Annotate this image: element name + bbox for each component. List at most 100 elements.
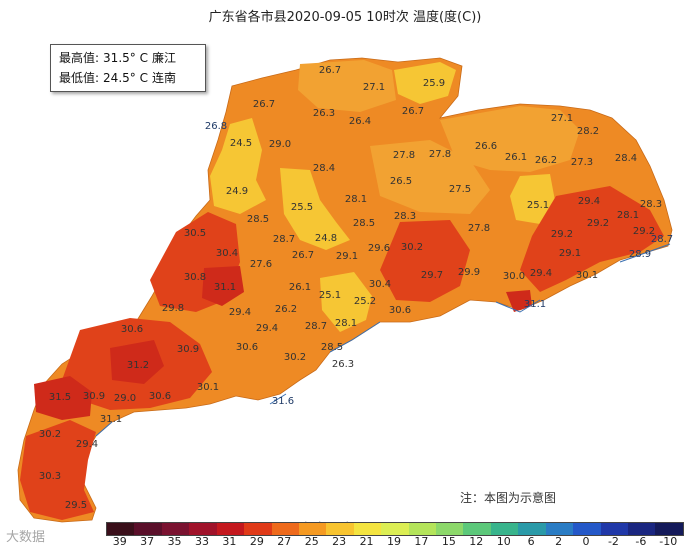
station-value: 28.9 [629, 249, 651, 260]
min-row: 最低值: 24.5° C 连南 [59, 68, 197, 88]
station-value: 26.4 [349, 116, 371, 127]
station-value: 30.9 [83, 391, 105, 402]
station-value: 28.3 [394, 211, 416, 222]
legend-swatch [600, 523, 629, 535]
station-value: 28.7 [273, 234, 295, 245]
station-value: 24.9 [226, 186, 248, 197]
station-value: 28.4 [615, 153, 637, 164]
region-hot-leizhou [20, 420, 96, 520]
station-value: 28.2 [577, 126, 599, 137]
legend-label: 15 [441, 535, 456, 548]
legend-label: 29 [249, 535, 264, 548]
legend-swatch [545, 523, 574, 535]
min-value: 24.5° C [103, 71, 148, 85]
station-value: 28.7 [305, 321, 327, 332]
station-value: 29.0 [114, 393, 136, 404]
station-value: 28.4 [313, 163, 335, 174]
legend-label: -6 [635, 535, 647, 548]
station-value: 28.1 [345, 194, 367, 205]
station-value: 29.5 [65, 500, 87, 511]
legend-label: 2 [555, 535, 563, 548]
station-value: 29.6 [368, 243, 390, 254]
station-value: 31.1 [100, 414, 122, 425]
legend-swatch [518, 523, 546, 535]
station-value: 30.0 [503, 271, 525, 282]
legend-swatch [244, 523, 272, 535]
legend-swatch [298, 523, 327, 535]
extreme-values-box: 最高值: 31.5° C 廉江 最低值: 24.5° C 连南 [50, 44, 206, 92]
region-hottest-center [202, 266, 244, 306]
station-value: 25.2 [354, 296, 376, 307]
station-value: 30.1 [197, 382, 219, 393]
station-value: 28.7 [651, 234, 673, 245]
station-value: 29.1 [559, 248, 581, 259]
region-mild-east [510, 174, 556, 224]
legend-label: -2 [607, 535, 619, 548]
legend-swatch [408, 523, 437, 535]
station-value: 27.8 [429, 149, 451, 160]
map-title: 广东省各市县2020-09-05 10时次 温度(度(C)) [208, 10, 482, 25]
station-value: 26.1 [505, 152, 527, 163]
station-value: 27.6 [250, 259, 272, 270]
station-value: 26.7 [402, 106, 424, 117]
region-mild-northwest [210, 118, 266, 214]
legend-label: 35 [167, 535, 182, 548]
legend-swatch [107, 523, 135, 535]
station-value: 26.7 [319, 65, 341, 76]
legend-label: 23 [332, 535, 347, 548]
station-value: 29.2 [551, 229, 573, 240]
station-value: 26.8 [205, 121, 227, 132]
station-value: 30.8 [184, 272, 206, 283]
station-value: 30.2 [401, 242, 423, 253]
station-value: 29.7 [421, 270, 443, 281]
station-value: 30.3 [39, 471, 61, 482]
region-mild-south [320, 272, 372, 332]
legend-swatch [216, 523, 245, 535]
legend-label: 33 [195, 535, 209, 548]
legend-label: 0 [582, 535, 590, 548]
legend-swatch [628, 523, 656, 535]
station-value: 29.8 [162, 303, 184, 314]
station-value: 28.5 [321, 342, 343, 353]
station-value: 30.4 [216, 248, 238, 259]
station-value: 29.9 [458, 267, 480, 278]
max-label: 最高值: [59, 51, 100, 65]
station-value: 29.1 [336, 251, 358, 262]
station-value: 27.8 [468, 223, 490, 234]
station-value: 29.4 [530, 268, 552, 279]
legend-label: 6 [527, 535, 535, 548]
station-value: 26.7 [253, 99, 275, 110]
legend-swatch [463, 523, 491, 535]
max-row: 最高值: 31.5° C 廉江 [59, 48, 197, 68]
legend-label: 10 [496, 535, 511, 548]
station-value: 25.1 [527, 200, 549, 211]
max-value: 31.5° C [103, 51, 148, 65]
coastline [95, 243, 671, 437]
station-value: 31.6 [272, 396, 294, 407]
map-note: 注：本图为示意图 [460, 491, 557, 505]
station-value: 24.5 [230, 138, 252, 149]
region-hot-east [520, 186, 664, 292]
station-value: 30.2 [39, 429, 61, 440]
legend-label: 19 [387, 535, 401, 548]
station-value: 27.1 [551, 113, 573, 124]
legend-label: 21 [359, 535, 374, 548]
legend-label: 37 [140, 535, 155, 548]
station-value: 26.6 [475, 141, 497, 152]
legend-label: 39 [112, 535, 127, 548]
legend-swatch [134, 523, 162, 535]
region-warm-center [370, 140, 490, 214]
station-value: 29.2 [587, 218, 609, 229]
region-mild-central [280, 168, 350, 250]
station-value: 31.1 [214, 282, 236, 293]
legend-swatch [161, 523, 190, 535]
legend-label: -10 [659, 535, 678, 548]
legend-swatch [490, 523, 519, 535]
station-value: 26.1 [289, 282, 311, 293]
station-value: 30.6 [121, 324, 143, 335]
station-value: 29.0 [269, 139, 291, 150]
legend-label: 27 [277, 535, 292, 548]
min-label: 最低值: [59, 71, 100, 85]
legend-label: 31 [222, 535, 237, 548]
